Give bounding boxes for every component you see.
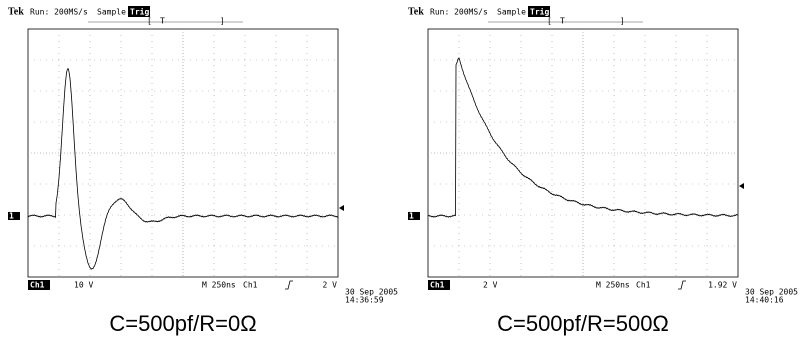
waveform (27, 67, 339, 270)
trigger-bar-label: T (160, 17, 165, 26)
footer-trigger-level: 2 V (323, 281, 338, 290)
trigger: Trig? (130, 7, 154, 17)
footer-scale: 10 V (74, 281, 93, 290)
channel-marker-box (8, 212, 20, 220)
scope-panel: Tek Run: 200MS/s Sample Trig?[] T 1 Ch1 2 V M 25… (408, 6, 798, 336)
caption: C=500pf/R=0Ω (109, 311, 256, 336)
level-marker (339, 205, 344, 211)
trigger-box (528, 6, 550, 17)
footer-timebase: M 250ns (596, 281, 630, 290)
footer-trigger-source: Ch1 (636, 281, 651, 290)
bracket: [ (547, 17, 552, 26)
status: Run: 200MS/s (30, 8, 88, 17)
trigger-box (128, 6, 150, 17)
brand: Tek (408, 6, 424, 17)
bracket: ] (620, 17, 625, 26)
bracket: [ (147, 17, 152, 26)
channel-box (28, 280, 50, 290)
channel-marker: 1 (409, 212, 414, 221)
waveform (427, 57, 739, 218)
slope-icon (285, 280, 293, 290)
slope-icon (678, 280, 686, 290)
trigger-bar-label: T (560, 17, 565, 26)
footer-timebase: M 250ns (202, 281, 236, 290)
footer-channel: Ch1 (30, 281, 45, 290)
footer-scale: 2 V (483, 281, 498, 290)
caption: C=500pf/R=500Ω (497, 311, 669, 336)
date: 30 Sep 2005 (345, 288, 398, 297)
level-marker (739, 183, 744, 189)
status: Run: 200MS/s (430, 8, 488, 17)
footer-trigger-source: Ch1 (243, 281, 258, 290)
brand: Tek (8, 6, 24, 17)
time: 14:40:16 (745, 296, 784, 305)
scope-panel: Tek Run: 200MS/s Sample Trig?[] T 1 Ch1 10 V M 2… (8, 6, 398, 336)
channel-marker: 1 (9, 212, 14, 221)
footer-channel: Ch1 (430, 281, 445, 290)
mode: Sample (497, 8, 526, 17)
footer-trigger-level: 1.92 V (708, 281, 737, 290)
trigger: Trig? (530, 7, 554, 17)
date: 30 Sep 2005 (745, 288, 798, 297)
channel-box (428, 280, 450, 290)
mode: Sample (97, 8, 126, 17)
time: 14:36:59 (345, 296, 384, 305)
channel-marker-box (408, 212, 420, 220)
bracket: ] (220, 17, 225, 26)
